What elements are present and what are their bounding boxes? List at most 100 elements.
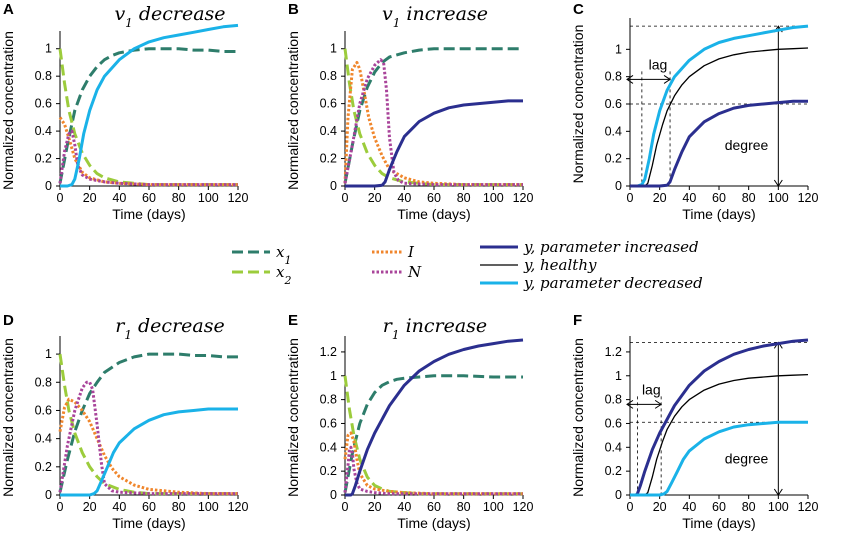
legend-label: x2	[276, 263, 291, 287]
x-tick-label: 120	[228, 191, 249, 205]
y-tick-label: 1.2	[605, 345, 622, 359]
x-tick-label: 0	[342, 191, 349, 205]
x-tick-label: 20	[653, 500, 667, 514]
x-tick-label: 60	[142, 191, 156, 205]
series-I	[343, 431, 523, 496]
degree-arrow-down-head	[773, 179, 783, 187]
x-tick-label: 40	[397, 191, 411, 205]
x-tick-label: 120	[798, 191, 819, 205]
legend-item-y-healthy: y, healthy	[480, 256, 597, 274]
y-tick-label: 0	[330, 179, 337, 193]
x-tick-label: 80	[457, 191, 471, 205]
panel-title: r1 increase	[383, 315, 487, 342]
panel-b: 0 20 40 60 80 100 120 0 0.2 0.4 0.6 0.8 1 Time (days)…	[285, 1, 533, 222]
x-tick-label: 80	[172, 500, 186, 514]
x-tick-label: 100	[198, 191, 219, 205]
x-tick-label: 80	[742, 191, 756, 205]
x-tick-label: 80	[457, 500, 471, 514]
y-tick-label: 0.2	[605, 152, 622, 166]
series-y-inc	[630, 99, 808, 188]
series-x2	[58, 353, 238, 496]
y-tick-label: 0.4	[605, 440, 622, 454]
series-y-dec	[60, 407, 238, 497]
x-tick-label: 120	[513, 191, 534, 205]
x-tick-label: 20	[83, 500, 97, 514]
x-axis-title: Time (days)	[682, 206, 755, 222]
x-tick-label: 20	[368, 191, 382, 205]
x-tick-label: 0	[57, 500, 64, 514]
y-tick-label: 0.8	[35, 375, 52, 389]
lag-arrow-long-head	[663, 74, 671, 84]
y-tick-label: 0.8	[320, 393, 337, 407]
y-axis-title: Normalized concentration	[285, 31, 301, 190]
y-tick-label: 0.4	[35, 432, 52, 446]
legend-item-y-inc: y, parameter increased	[480, 238, 699, 256]
legend-label: I	[407, 243, 415, 261]
series-N	[58, 129, 238, 187]
y-tick-label: 0.2	[320, 464, 337, 478]
y-tick-label: 0.2	[35, 460, 52, 474]
x-tick-label: 100	[483, 500, 504, 514]
x-tick-label: 40	[112, 191, 126, 205]
legend-label: x1	[276, 243, 291, 267]
x-tick-label: 80	[172, 191, 186, 205]
y-tick-label: 0.8	[605, 393, 622, 407]
x-tick-label: 60	[427, 500, 441, 514]
x-tick-label: 120	[513, 500, 534, 514]
x-tick-label: 40	[682, 500, 696, 514]
series-y-healthy	[630, 47, 809, 187]
panel-title: v1 increase	[382, 3, 488, 30]
x-tick-label: 20	[83, 191, 97, 205]
x-axis-title: Time (days)	[397, 206, 470, 222]
panel-c: 0 20 40 60 80 100 120 0 0.2 0.4 0.6 0.8 1 Time (days)…	[570, 1, 818, 222]
lag-arrow-long-head	[654, 399, 663, 409]
x-tick-label: 100	[483, 191, 504, 205]
x-tick-label: 40	[112, 500, 126, 514]
panel-title: v1 decrease	[114, 3, 225, 30]
series-y-healthy	[630, 373, 809, 496]
y-axis-title: Normalized concentration	[570, 25, 586, 184]
x-tick-label: 40	[397, 500, 411, 514]
legend-item-x2: x2	[232, 263, 291, 287]
lag-label: lag	[642, 381, 661, 397]
series-N	[343, 445, 523, 496]
panel-letter: A	[3, 1, 14, 18]
series-I	[343, 61, 523, 187]
y-tick-label: 0	[330, 488, 337, 502]
legend-item-I: I	[372, 243, 415, 261]
legend-label: y, parameter increased	[523, 238, 699, 256]
y-axis-title: Normalized concentration	[570, 338, 586, 497]
panel-d: 0 20 40 60 80 100 120 0 0.2 0.4 0.6 0.8 1 Time (days)…	[0, 312, 248, 531]
y-tick-label: 0	[615, 488, 622, 502]
y-tick-label: 0.2	[35, 152, 52, 166]
lag-label: lag	[649, 56, 668, 72]
legend-item-x1: x1	[232, 243, 291, 267]
x-tick-label: 60	[712, 191, 726, 205]
x-tick-label: 100	[768, 500, 789, 514]
series-x2	[343, 375, 523, 496]
series-y-dec	[630, 24, 809, 188]
y-tick-label: 1.2	[320, 345, 337, 359]
x-tick-label: 20	[653, 191, 667, 205]
legend-label: y, parameter decreased	[523, 274, 703, 292]
y-tick-label: 0.8	[605, 70, 622, 84]
lag-arrow-short-head	[626, 74, 634, 84]
y-tick-label: 0.2	[605, 464, 622, 478]
panel-a: 0 20 40 60 80 100 120 0 0.2 0.4 0.6 0.8 1 Time (days)…	[0, 1, 248, 222]
panel-f: 0 20 40 60 80 100 120 0 0.2 0.4 0.6 0.8 1 1.2 Time (da…	[570, 312, 818, 531]
legend-item-N: N	[372, 263, 422, 281]
x-tick-label: 0	[627, 191, 634, 205]
series-y-inc	[630, 338, 809, 497]
y-tick-label: 0.4	[35, 124, 52, 138]
degree-label: degree	[725, 137, 769, 153]
x-axis-title: Time (days)	[112, 515, 185, 531]
y-tick-label: 1	[45, 42, 52, 56]
series-y-inc	[345, 338, 524, 497]
panel-letter: E	[288, 312, 298, 329]
y-axis-title: Normalized concentration	[0, 338, 16, 497]
x-tick-label: 100	[198, 500, 219, 514]
panel-letter: C	[573, 1, 584, 18]
y-tick-label: 0.8	[35, 69, 52, 83]
y-tick-label: 0.4	[320, 440, 337, 454]
